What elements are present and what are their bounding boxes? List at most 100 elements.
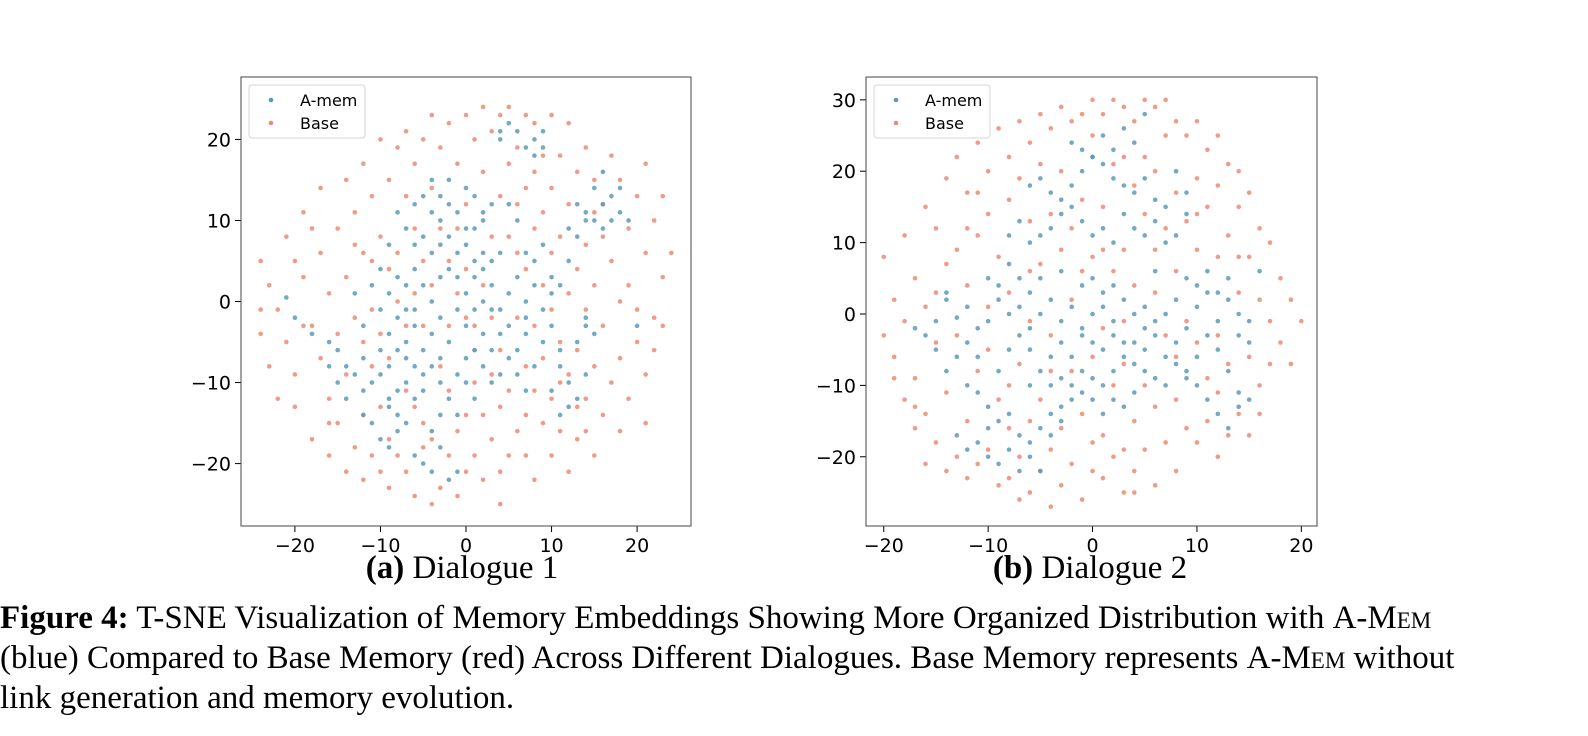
base-point bbox=[592, 453, 597, 458]
a-mem-point bbox=[996, 461, 1001, 467]
base-point bbox=[1121, 247, 1127, 253]
a-mem-point bbox=[523, 145, 529, 150]
a-mem-point bbox=[480, 331, 486, 337]
a-mem-point bbox=[386, 396, 392, 402]
scatter-plot-dialogue-2: −20 −10 0 10 20 −20 −10 0 10 20 30 A-mem Base bbox=[816, 76, 1318, 557]
a-mem-point bbox=[395, 274, 400, 280]
a-mem-point bbox=[540, 242, 546, 248]
base-point bbox=[1194, 176, 1200, 181]
scatter-plot-dialogue-1: −20 −10 0 10 20 −20 −10 0 10 20 A-mem Base bbox=[191, 76, 692, 557]
base-point bbox=[386, 436, 392, 442]
base-point bbox=[1184, 318, 1189, 324]
base-point bbox=[455, 226, 460, 231]
base-point bbox=[1163, 333, 1168, 338]
base-point bbox=[472, 453, 477, 458]
a-mem-point bbox=[600, 226, 606, 231]
base-point bbox=[1142, 211, 1148, 217]
base-point bbox=[301, 323, 306, 329]
base-point bbox=[626, 282, 631, 288]
a-mem-point bbox=[1090, 311, 1095, 317]
base-point bbox=[455, 291, 460, 296]
a-mem-point bbox=[1048, 433, 1054, 438]
a-mem-point bbox=[446, 201, 452, 207]
a-mem-point bbox=[1142, 347, 1148, 352]
x-tick-label: −20 bbox=[275, 535, 315, 557]
a-mem-point bbox=[954, 354, 960, 360]
base-point bbox=[1027, 140, 1033, 145]
legend: A-mem Base bbox=[873, 84, 991, 139]
base-point bbox=[309, 226, 315, 231]
caption-line-2: (blue) Compared to Base Memory (red) Acr… bbox=[0, 638, 1588, 678]
base-point bbox=[335, 226, 340, 231]
base-point bbox=[964, 475, 970, 481]
a-mem-point bbox=[1111, 147, 1116, 153]
base-point bbox=[326, 291, 332, 296]
base-point bbox=[446, 453, 452, 458]
a-mem-point bbox=[954, 433, 960, 438]
a-mem-point bbox=[1017, 304, 1022, 310]
a-mem-point bbox=[463, 380, 469, 385]
a-mem-point bbox=[1027, 240, 1033, 245]
a-mem-point bbox=[1205, 268, 1210, 274]
a-mem-point bbox=[540, 339, 546, 345]
a-mem-point bbox=[489, 282, 494, 288]
base-point bbox=[626, 226, 631, 231]
a-mem-point bbox=[1111, 397, 1116, 402]
a-mem-point bbox=[1121, 354, 1127, 360]
a-mem-point bbox=[386, 445, 392, 450]
a-mem-point bbox=[472, 396, 477, 402]
a-mem-point bbox=[609, 218, 614, 223]
base-point bbox=[532, 120, 537, 126]
base-point bbox=[954, 154, 960, 160]
base-point bbox=[1027, 268, 1033, 274]
base-point bbox=[335, 331, 340, 337]
a-mem-point bbox=[1152, 197, 1158, 203]
a-mem-point bbox=[1152, 333, 1158, 338]
a-mem-point bbox=[1111, 176, 1116, 181]
a-mem-point bbox=[326, 364, 332, 369]
a-mem-point bbox=[1142, 233, 1148, 238]
base-point bbox=[1017, 497, 1022, 502]
base-point bbox=[634, 339, 640, 345]
a-mem-point bbox=[1205, 333, 1210, 338]
base-point bbox=[1215, 254, 1221, 260]
base-point bbox=[660, 323, 666, 329]
a-mem-point bbox=[395, 210, 400, 215]
a-mem-point bbox=[438, 445, 443, 450]
base-point bbox=[420, 258, 426, 264]
base-point bbox=[420, 137, 426, 142]
a-mem-point bbox=[1225, 368, 1231, 374]
a-mem-point bbox=[497, 372, 503, 377]
a-mem-point bbox=[1090, 340, 1095, 345]
a-mem-point bbox=[438, 315, 443, 321]
base-point bbox=[412, 161, 417, 167]
base-point bbox=[1288, 297, 1294, 303]
a-mem-point bbox=[609, 193, 614, 199]
x-tick-label: 20 bbox=[625, 535, 649, 557]
a-mem-point bbox=[549, 388, 554, 393]
base-point bbox=[361, 477, 366, 483]
a-mem-point bbox=[523, 315, 529, 321]
caption-text-2: (blue) Compared to Base Memory (red) Acr… bbox=[0, 640, 1247, 676]
plot-frame bbox=[865, 76, 1318, 527]
base-point bbox=[386, 177, 392, 183]
base-point bbox=[1246, 254, 1252, 260]
a-mem-point bbox=[1006, 447, 1012, 452]
base-point bbox=[395, 145, 400, 150]
base-point bbox=[472, 323, 477, 329]
base-point bbox=[309, 323, 315, 329]
base-point bbox=[985, 347, 991, 352]
base-point bbox=[1142, 383, 1148, 388]
base-point bbox=[1132, 118, 1137, 124]
base-point bbox=[386, 266, 392, 272]
base-point bbox=[1184, 133, 1189, 138]
a-mem-point bbox=[1111, 333, 1116, 338]
base-point bbox=[352, 210, 358, 215]
base-point bbox=[455, 493, 460, 499]
a-mem-point bbox=[583, 315, 589, 321]
base-point bbox=[1027, 490, 1033, 495]
base-point bbox=[617, 299, 623, 304]
a-mem-point bbox=[557, 364, 563, 369]
base-point bbox=[1058, 104, 1064, 110]
base-point bbox=[1079, 197, 1085, 203]
